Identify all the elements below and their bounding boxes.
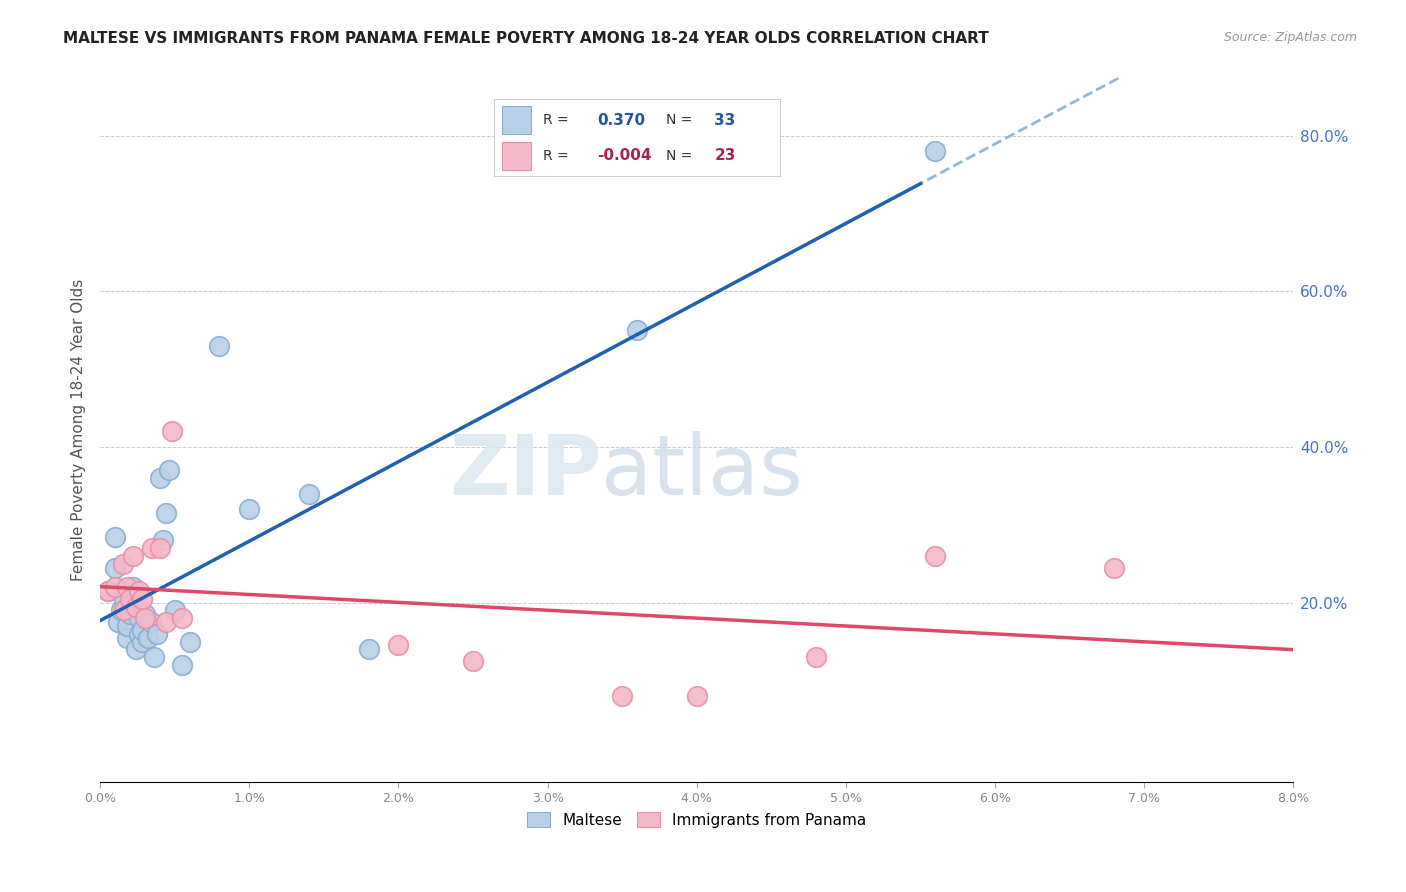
Point (122, 580, 145, 594)
Point (112, 603, 135, 617)
Point (149, 471, 172, 485)
Point (128, 611, 150, 625)
Point (104, 580, 127, 594)
Point (149, 541, 172, 556)
Y-axis label: Female Poverty Among 18-24 Year Olds: Female Poverty Among 18-24 Year Olds (72, 278, 86, 581)
Point (107, 615, 129, 629)
Point (387, 639, 409, 653)
Point (157, 463, 180, 477)
Point (115, 619, 138, 633)
Text: MALTESE VS IMMIGRANTS FROM PANAMA FEMALE POVERTY AMONG 18-24 YEAR OLDS CORRELATI: MALTESE VS IMMIGRANTS FROM PANAMA FEMALE… (63, 31, 988, 46)
Point (141, 541, 163, 556)
Point (131, 634, 153, 648)
Point (172, 657, 194, 672)
Point (128, 627, 150, 641)
Point (97, 584, 120, 599)
Point (128, 584, 150, 599)
Point (924, 145, 946, 159)
Point (112, 591, 135, 606)
Point (110, 603, 132, 617)
Point (134, 607, 156, 622)
Point (122, 549, 145, 563)
Text: ZIP: ZIP (449, 432, 602, 512)
Point (155, 506, 177, 520)
Point (172, 611, 194, 625)
Point (125, 642, 148, 657)
Point (142, 650, 165, 665)
Point (160, 425, 183, 439)
Point (152, 533, 174, 548)
Point (134, 611, 156, 625)
Point (686, 689, 709, 703)
Point (139, 615, 162, 629)
Point (136, 631, 159, 645)
Point (155, 615, 177, 629)
Point (626, 323, 648, 337)
Point (612, 689, 634, 703)
Point (146, 627, 169, 641)
Point (298, 487, 321, 501)
Point (118, 607, 141, 622)
Text: atlas: atlas (602, 432, 803, 512)
Legend: Maltese, Immigrants from Panama: Maltese, Immigrants from Panama (520, 805, 873, 834)
Point (111, 557, 134, 571)
Point (208, 339, 231, 353)
Point (163, 603, 186, 617)
Point (131, 591, 153, 606)
Point (115, 580, 138, 594)
Point (238, 502, 260, 516)
Point (118, 591, 141, 606)
Point (357, 642, 380, 657)
Point (104, 530, 127, 544)
Point (924, 549, 946, 563)
Point (461, 654, 484, 668)
Point (115, 631, 138, 645)
Point (804, 650, 827, 665)
Point (104, 560, 127, 574)
Point (97, 584, 120, 599)
Point (179, 634, 201, 648)
Point (125, 599, 148, 614)
Point (131, 623, 153, 637)
Text: Source: ZipAtlas.com: Source: ZipAtlas.com (1223, 31, 1357, 45)
Point (1104, 560, 1126, 574)
